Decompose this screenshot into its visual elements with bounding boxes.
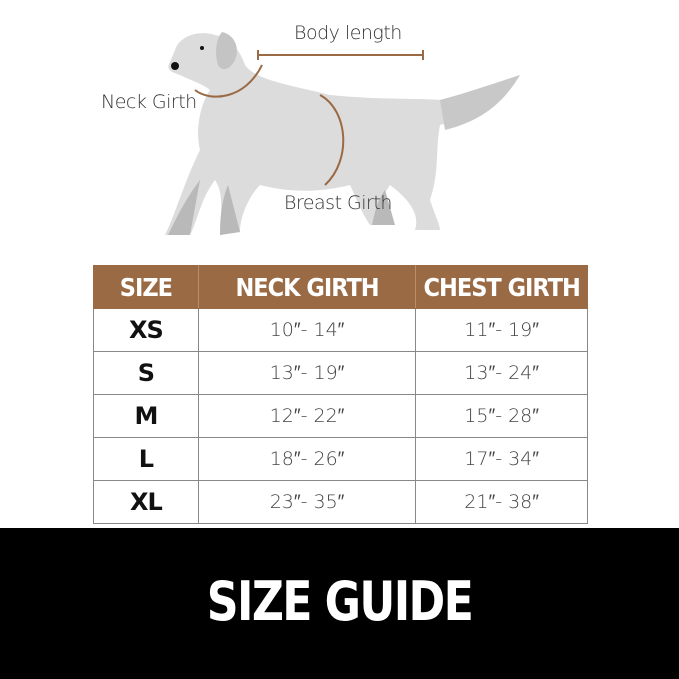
breast-girth-label: Breast Girth (284, 192, 392, 214)
body-length-label: Body length (294, 22, 402, 44)
size-cell: M (93, 394, 199, 438)
neck-girth-label: Neck Girth (101, 91, 197, 113)
table-row: XS 10″- 14″ 11″- 19″ (93, 308, 588, 352)
table-row: L 18″- 26″ 17″- 34″ (93, 437, 588, 481)
footer-band: SIZE GUIDE (0, 528, 679, 679)
body-length-line (257, 50, 424, 60)
dog-illustration (165, 32, 520, 235)
table-row: XL 23″- 35″ 21″- 38″ (93, 480, 588, 524)
size-guide-title: SIZE GUIDE (206, 570, 474, 633)
chest-cell: 17″- 34″ (415, 437, 588, 481)
size-cell: S (93, 351, 199, 395)
chest-cell: 15″- 28″ (415, 394, 588, 438)
size-table: SIZE NECK GIRTH CHEST GIRTH XS 10″- 14″ 11… (93, 265, 588, 524)
chest-cell: 11″- 19″ (415, 308, 588, 352)
size-cell: L (93, 437, 199, 481)
chest-cell: 21″- 38″ (415, 480, 588, 524)
header-size: SIZE (93, 265, 199, 309)
neck-cell: 18″- 26″ (197, 437, 417, 481)
breast-girth-line (319, 94, 345, 186)
neck-girth-line (194, 64, 263, 98)
measure-lines (194, 50, 424, 186)
neck-cell: 10″- 14″ (197, 308, 417, 352)
size-cell: XS (93, 308, 199, 352)
neck-cell: 12″- 22″ (197, 394, 417, 438)
neck-cell: 23″- 35″ (197, 480, 417, 524)
table-row: S 13″- 19″ 13″- 24″ (93, 351, 588, 395)
chest-cell: 13″- 24″ (415, 351, 588, 395)
header-neck-girth: NECK GIRTH (197, 265, 417, 309)
table-header-row: SIZE NECK GIRTH CHEST GIRTH (93, 265, 588, 309)
neck-cell: 13″- 19″ (197, 351, 417, 395)
header-chest-girth: CHEST GIRTH (415, 265, 588, 309)
size-cell: XL (93, 480, 199, 524)
table-row: M 12″- 22″ 15″- 28″ (93, 394, 588, 438)
